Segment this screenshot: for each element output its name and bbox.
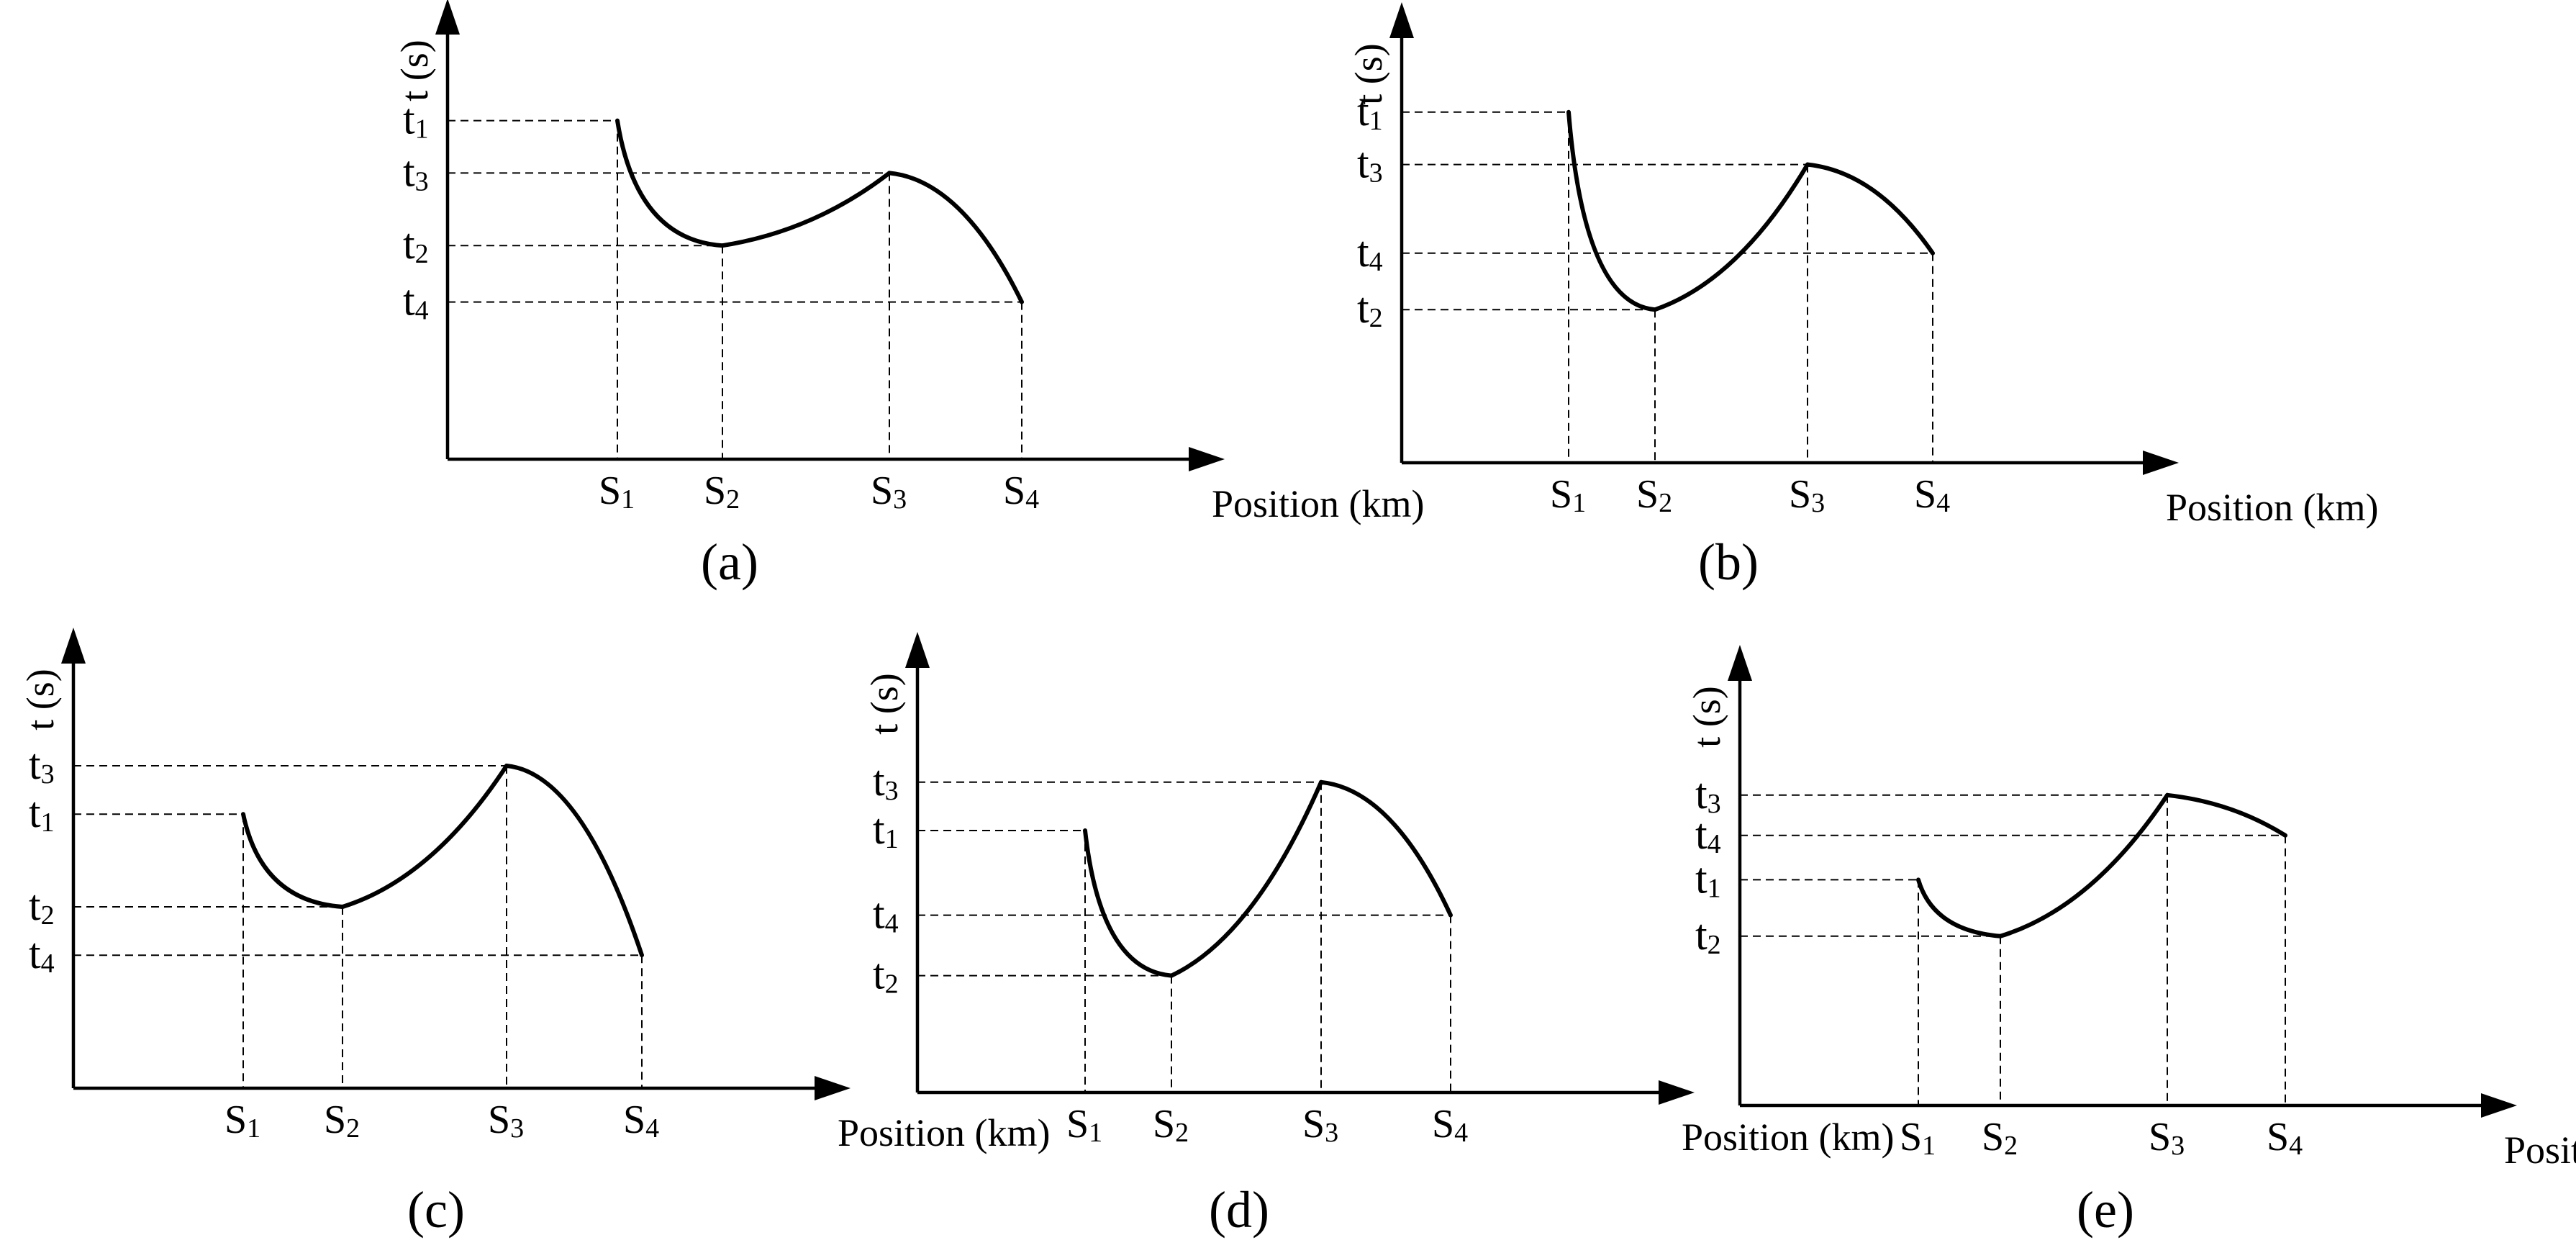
panel-caption: (c) xyxy=(407,1181,465,1239)
x-axis-arrow xyxy=(1189,447,1225,471)
tick-label-t2: t2 xyxy=(29,882,55,931)
tick-label-s4: S4 xyxy=(2267,1115,2303,1161)
x-axis-label: Position (km) xyxy=(838,1111,1051,1154)
y-axis-label: t (s) xyxy=(863,673,906,734)
curve-segment-s1-s2 xyxy=(1566,109,1657,312)
curve-segment-s1-s2 xyxy=(1083,828,1174,978)
tick-label-s2: S2 xyxy=(1153,1102,1189,1148)
tick-label-s1: S1 xyxy=(599,469,635,515)
tick-label-s3: S3 xyxy=(488,1098,524,1144)
y-axis-arrow xyxy=(1389,2,1414,38)
tick-label-t4: t4 xyxy=(403,277,429,326)
panel-caption: (b) xyxy=(1698,533,1759,591)
curve-segment-s1-s2 xyxy=(1916,877,2003,938)
curve-segment-s3-s4 xyxy=(504,764,644,958)
y-axis-label: t (s) xyxy=(19,669,62,730)
x-axis-arrow xyxy=(2481,1093,2517,1118)
tick-label-t1: t1 xyxy=(29,789,55,838)
y-axis-arrow xyxy=(435,0,460,35)
curve-segment-s2-s3 xyxy=(1169,779,1323,978)
panel-b: t (s) Position (km) t1 t2 t3 t4 S1 S2 S3 S4 (b) xyxy=(1347,2,2379,591)
tick-label-t4: t4 xyxy=(29,930,55,979)
curve-segment-s3-s4 xyxy=(887,171,1024,304)
tick-label-t2: t2 xyxy=(1695,911,1721,960)
tick-label-s1: S1 xyxy=(1900,1115,1936,1161)
tick-label-s3: S3 xyxy=(1789,472,1825,518)
panel-caption: (d) xyxy=(1209,1181,1269,1239)
tick-label-t1: t1 xyxy=(873,805,899,854)
tick-label-t4: t4 xyxy=(1695,810,1721,859)
tick-label-s3: S3 xyxy=(871,469,907,515)
tick-label-s1: S1 xyxy=(1550,472,1586,518)
tick-label-t4: t4 xyxy=(873,890,899,939)
curve-segment-s1-s2 xyxy=(241,812,345,909)
curve-segment-s2-s3 xyxy=(1653,162,1810,312)
curve-segment-s2-s3 xyxy=(340,764,509,909)
x-axis-arrow xyxy=(1659,1080,1695,1105)
tick-label-s4: S4 xyxy=(1432,1102,1468,1148)
tick-label-t1: t1 xyxy=(1357,87,1383,136)
tick-label-t1: t1 xyxy=(403,96,429,145)
tick-label-t3: t3 xyxy=(873,757,899,806)
tick-label-s3: S3 xyxy=(2149,1115,2185,1161)
curve-segment-s3-s4 xyxy=(2165,792,2287,838)
x-axis-label: Position (km) xyxy=(2166,486,2379,529)
curve-segment-s2-s3 xyxy=(1998,792,2169,938)
tick-label-s2: S2 xyxy=(1982,1115,2018,1161)
tick-label-s2: S2 xyxy=(1636,472,1672,518)
tick-label-s4: S4 xyxy=(1003,469,1039,515)
x-axis-arrow xyxy=(815,1076,851,1100)
x-axis-label: Position (km) xyxy=(1212,482,1425,525)
x-axis-label: Position (km) xyxy=(1682,1116,1895,1159)
tick-label-t4: t4 xyxy=(1357,228,1383,277)
x-axis-label: Position (km) xyxy=(2504,1128,2576,1172)
y-axis-arrow xyxy=(1728,645,1752,681)
tick-label-s3: S3 xyxy=(1302,1102,1338,1148)
tick-label-t2: t2 xyxy=(873,951,899,1000)
panel-caption: (e) xyxy=(2077,1181,2134,1239)
tick-label-t3: t3 xyxy=(29,741,55,790)
tick-label-s2: S2 xyxy=(704,469,740,515)
curve-segment-s1-s2 xyxy=(615,118,725,248)
panel-caption: (a) xyxy=(701,533,758,591)
y-axis-arrow xyxy=(905,632,930,668)
y-axis-arrow xyxy=(61,628,86,664)
tick-label-t2: t2 xyxy=(403,220,429,269)
x-axis-arrow xyxy=(2143,451,2179,475)
y-axis-label: t (s) xyxy=(1347,43,1390,104)
tick-label-t3: t3 xyxy=(403,148,429,196)
y-axis-label: t (s) xyxy=(393,40,436,101)
tick-label-t3: t3 xyxy=(1357,140,1383,189)
curve-segment-s3-s4 xyxy=(1805,162,1935,255)
tick-label-s1: S1 xyxy=(1066,1102,1102,1148)
panel-c: t (s) Position (km) t1 t2 t3 t4 S1 S2 S3 S4 (c) xyxy=(19,628,1051,1239)
y-axis-label: t (s) xyxy=(1685,686,1728,747)
tick-label-s1: S1 xyxy=(225,1098,260,1144)
tick-label-s4: S4 xyxy=(1914,472,1950,518)
tick-label-t1: t1 xyxy=(1695,854,1721,903)
tick-label-t3: t3 xyxy=(1695,770,1721,819)
panel-a: t (s) Position (km) t1 t2 t3 t4 S1 S2 S3 S4 (a) xyxy=(393,0,1425,591)
tick-label-s4: S4 xyxy=(623,1098,659,1144)
tick-label-s2: S2 xyxy=(324,1098,360,1144)
tick-label-t2: t2 xyxy=(1357,284,1383,333)
curve-segment-s2-s3 xyxy=(720,171,892,248)
curve-segment-s3-s4 xyxy=(1319,779,1453,918)
